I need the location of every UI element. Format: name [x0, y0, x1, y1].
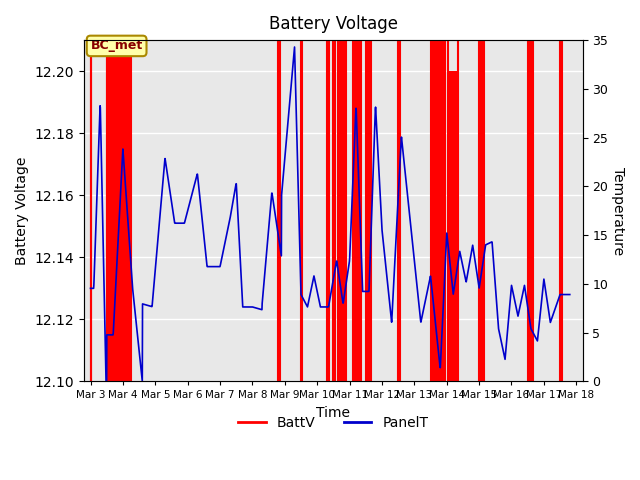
X-axis label: Time: Time	[316, 406, 350, 420]
Y-axis label: Temperature: Temperature	[611, 167, 625, 255]
Title: Battery Voltage: Battery Voltage	[269, 15, 398, 33]
Legend: BattV, PanelT: BattV, PanelT	[233, 411, 434, 436]
Y-axis label: Battery Voltage: Battery Voltage	[15, 156, 29, 265]
Text: BC_met: BC_met	[90, 39, 143, 52]
